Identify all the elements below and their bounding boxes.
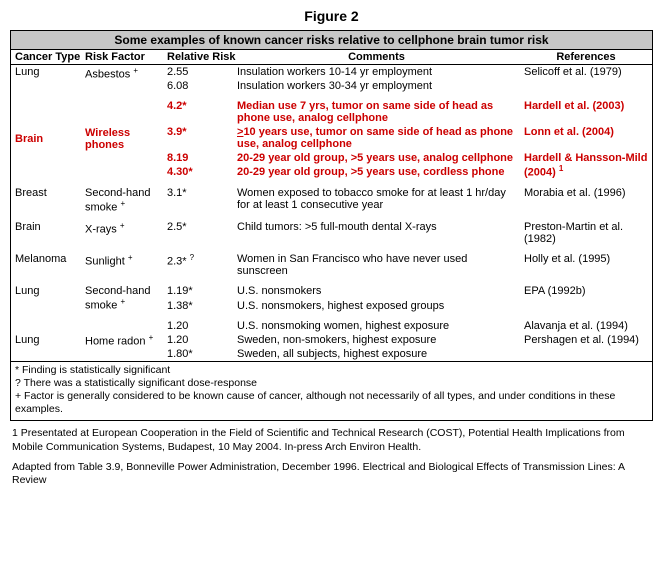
risk-table: Cancer Type Risk Factor Relative Risk Co… — [11, 50, 652, 361]
plus-sup: + — [128, 253, 133, 262]
cell-comment: Insulation workers 30-34 yr employment — [233, 79, 520, 93]
cell-risk-factor: Wireless phones — [81, 99, 163, 180]
table-row: Melanoma Sunlight + 2.3* ? Women in San … — [11, 252, 652, 278]
footnote-star: * Finding is statistically significant — [15, 364, 648, 377]
table-caption: Some examples of known cancer risks rela… — [11, 31, 652, 50]
cell-reference: Preston-Martin et al. (1982) — [520, 220, 652, 246]
cell-risk-factor: Second-hand smoke + — [81, 284, 163, 313]
cell-comment: >10 years use, tumor on same side of hea… — [233, 125, 520, 151]
cell-reference: Lonn et al. (2004) — [520, 125, 652, 151]
risk-factor-text: Sunlight — [85, 256, 125, 268]
cell-risk-factor: Second-hand smoke + — [81, 186, 163, 215]
cell-relative-risk: 1.80* — [163, 347, 233, 361]
cell-reference: EPA (1992b) — [520, 284, 652, 313]
risk-factor-text: Asbestos — [85, 69, 130, 81]
risk-factor-text: Second-hand smoke — [85, 187, 150, 214]
table-header-row: Cancer Type Risk Factor Relative Risk Co… — [11, 50, 652, 65]
table-row: Lung Home radon + 1.20 U.S. nonsmoking w… — [11, 319, 652, 333]
cell-risk-factor: Asbestos + — [81, 65, 163, 94]
th-comments: Comments — [233, 50, 520, 65]
cell-relative-risk: 3.9* — [163, 125, 233, 151]
cell-reference: Pershagen et al. (1994) — [520, 333, 652, 361]
table-row: Lung Second-hand smoke + 1.19* U.S. nons… — [11, 284, 652, 298]
plus-sup: + — [133, 66, 138, 75]
footnote-plus: + Factor is generally considered to be k… — [15, 390, 648, 416]
cell-comment: Sweden, non-smokers, highest exposure — [233, 333, 520, 347]
source-note: Adapted from Table 3.9, Bonneville Power… — [12, 461, 651, 488]
cell-risk-factor: Home radon + — [81, 319, 163, 361]
reference-text: Hardell & Hansson-Mild (2004) — [524, 152, 647, 179]
cell-risk-factor: Sunlight + — [81, 252, 163, 278]
plus-sup: + — [120, 199, 125, 208]
th-relative-risk: Relative Risk — [163, 50, 233, 65]
cell-comment: Women exposed to tobacco smoke for at le… — [233, 186, 520, 215]
cell-relative-risk: 2.3* ? — [163, 252, 233, 278]
question-sup: ? — [190, 253, 194, 262]
cell-comment: Insulation workers 10-14 yr employment — [233, 65, 520, 80]
cell-risk-factor: X-rays + — [81, 220, 163, 246]
plus-sup: + — [120, 297, 125, 306]
cell-comment: Women in San Francisco who have never us… — [233, 252, 520, 278]
below-notes: 1 Presentated at European Cooperation in… — [10, 421, 653, 488]
cell-relative-risk: 1.38* — [163, 299, 233, 313]
cell-relative-risk: 1.19* — [163, 284, 233, 298]
risk-factor-text: Second-hand smoke — [85, 285, 150, 312]
cell-relative-risk: 3.1* — [163, 186, 233, 215]
th-references: References — [520, 50, 652, 65]
cell-relative-risk: 6.08 — [163, 79, 233, 93]
table-row: Brain X-rays + 2.5* Child tumors: >5 ful… — [11, 220, 652, 246]
cell-comment: Median use 7 yrs, tumor on same side of … — [233, 99, 520, 125]
footnote-sup: 1 — [559, 164, 563, 173]
cell-cancer-type: Breast — [11, 186, 81, 215]
cell-cancer-type: Melanoma — [11, 252, 81, 278]
cell-relative-risk: 2.5* — [163, 220, 233, 246]
cell-cancer-type: Lung — [11, 65, 81, 94]
cell-comment: U.S. nonsmoking women, highest exposure — [233, 319, 520, 333]
risk-factor-text: Home radon — [85, 335, 146, 347]
cell-reference: Selicoff et al. (1979) — [520, 65, 652, 94]
cell-relative-risk: 2.55 — [163, 65, 233, 80]
cell-reference: Hardell et al. (2003) — [520, 99, 652, 125]
risk-factor-text: X-rays — [85, 224, 117, 236]
table-box: Some examples of known cancer risks rela… — [10, 30, 653, 421]
cell-comment: Child tumors: >5 full-mouth dental X-ray… — [233, 220, 520, 246]
figure-label: Figure 2 — [10, 8, 653, 24]
cell-relative-risk: 4.30* — [163, 165, 233, 179]
th-risk-factor: Risk Factor — [81, 50, 163, 65]
cell-comment: Sweden, all subjects, highest exposure — [233, 347, 520, 361]
footnote-question: ? There was a statistically significant … — [15, 377, 648, 390]
table-footnotes: * Finding is statistically significant ?… — [11, 361, 652, 421]
plus-sup: + — [149, 333, 154, 342]
cell-reference: Morabia et al. (1996) — [520, 186, 652, 215]
cell-comment: U.S. nonsmokers, highest exposed groups — [233, 299, 520, 313]
cell-relative-risk: 8.19 — [163, 151, 233, 165]
th-cancer-type: Cancer Type — [11, 50, 81, 65]
cell-cancer-type: Brain — [11, 220, 81, 246]
cell-comment: 20-29 year old group, >5 years use, cord… — [233, 165, 520, 179]
cell-comment: 20-29 year old group, >5 years use, anal… — [233, 151, 520, 165]
cell-relative-risk: 1.20 — [163, 319, 233, 333]
rr-value: 2.3* — [167, 256, 187, 268]
comment-text: 10 years use, tumor on same side of head… — [237, 126, 513, 150]
cell-relative-risk: 4.2* — [163, 99, 233, 125]
table-row: Lung Asbestos + 2.55 Insulation workers … — [11, 65, 652, 80]
plus-sup: + — [120, 221, 125, 230]
table-row: Breast Second-hand smoke + 3.1* Women ex… — [11, 186, 652, 215]
cell-cancer-type: Lung — [11, 284, 81, 313]
cell-comment: U.S. nonsmokers — [233, 284, 520, 298]
cell-relative-risk: 1.20 — [163, 333, 233, 347]
cell-reference: Alavanja et al. (1994) — [520, 319, 652, 333]
table-row-highlight: Brain Wireless phones 4.2* Median use 7 … — [11, 99, 652, 125]
cell-cancer-type: Lung — [11, 319, 81, 361]
cell-reference: Holly et al. (1995) — [520, 252, 652, 278]
footnote-1: 1 Presentated at European Cooperation in… — [12, 427, 651, 454]
cell-cancer-type: Brain — [11, 99, 81, 180]
cell-reference: Hardell & Hansson-Mild (2004) 1 — [520, 151, 652, 180]
figure-2: Figure 2 Some examples of known cancer r… — [0, 0, 663, 506]
